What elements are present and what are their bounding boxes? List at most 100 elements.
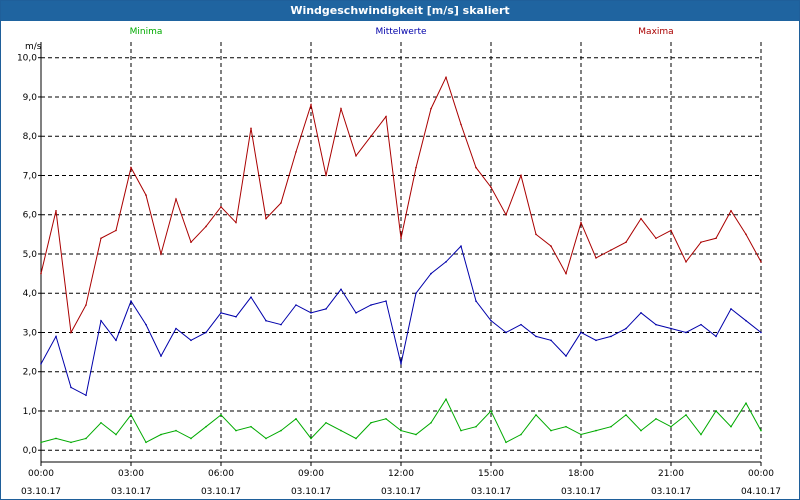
data-point-maxima bbox=[250, 127, 252, 130]
data-point-maxima bbox=[175, 198, 177, 200]
data-point-maxima bbox=[325, 174, 327, 177]
y-tick-label: 2,0 bbox=[23, 368, 38, 378]
data-point-mittelwerte bbox=[580, 331, 582, 334]
data-point-maxima bbox=[730, 209, 732, 212]
data-point-minima bbox=[160, 433, 162, 436]
data-point-minima bbox=[490, 410, 492, 412]
data-point-mittelwerte bbox=[625, 327, 627, 330]
data-point-maxima bbox=[640, 217, 642, 220]
data-point-mittelwerte bbox=[265, 319, 267, 322]
data-point-maxima bbox=[130, 166, 132, 169]
data-point-mittelwerte bbox=[400, 363, 402, 365]
data-point-minima bbox=[130, 414, 132, 416]
data-point-mittelwerte bbox=[130, 300, 132, 302]
data-point-minima bbox=[115, 433, 117, 436]
data-point-maxima bbox=[340, 107, 342, 110]
data-point-maxima bbox=[355, 155, 357, 157]
x-tick-time: 00:00 bbox=[748, 469, 774, 479]
data-point-minima bbox=[745, 402, 747, 404]
data-point-minima bbox=[190, 437, 192, 440]
data-point-mittelwerte bbox=[565, 355, 567, 357]
x-tick-date: 04.10.17 bbox=[741, 487, 781, 497]
data-point-minima bbox=[100, 421, 102, 424]
data-point-mittelwerte bbox=[385, 300, 387, 302]
data-point-maxima bbox=[535, 233, 537, 236]
data-point-maxima bbox=[550, 245, 552, 247]
data-point-maxima bbox=[40, 272, 42, 275]
data-point-mittelwerte bbox=[655, 323, 657, 326]
y-tick-label: 3,0 bbox=[23, 328, 38, 338]
legend-minima: Minima bbox=[130, 27, 163, 37]
legend-maxima: Maxima bbox=[638, 27, 673, 37]
data-point-maxima bbox=[205, 225, 207, 228]
data-point-minima bbox=[400, 429, 402, 432]
data-point-maxima bbox=[235, 221, 237, 224]
data-point-mittelwerte bbox=[520, 323, 522, 326]
data-point-minima bbox=[760, 429, 762, 432]
data-point-mittelwerte bbox=[160, 355, 162, 357]
data-point-minima bbox=[730, 425, 732, 428]
data-point-maxima bbox=[385, 115, 387, 118]
data-point-minima bbox=[70, 441, 72, 444]
data-point-minima bbox=[670, 425, 672, 428]
data-point-minima bbox=[55, 437, 57, 440]
data-point-maxima bbox=[220, 206, 222, 208]
data-point-mittelwerte bbox=[415, 292, 417, 295]
data-point-minima bbox=[475, 425, 477, 428]
data-point-mittelwerte bbox=[745, 319, 747, 322]
data-point-mittelwerte bbox=[190, 339, 192, 342]
data-point-mittelwerte bbox=[325, 308, 327, 310]
data-point-minima bbox=[640, 429, 642, 432]
x-tick-time: 12:00 bbox=[388, 469, 414, 479]
data-point-minima bbox=[520, 433, 522, 436]
data-point-mittelwerte bbox=[235, 315, 237, 318]
data-point-maxima bbox=[685, 261, 687, 263]
data-point-minima bbox=[235, 429, 237, 432]
data-point-maxima bbox=[85, 304, 87, 306]
data-point-mittelwerte bbox=[445, 261, 447, 263]
data-point-minima bbox=[355, 437, 357, 440]
data-point-minima bbox=[505, 441, 507, 444]
data-point-mittelwerte bbox=[205, 331, 207, 334]
data-point-maxima bbox=[580, 221, 582, 224]
data-point-maxima bbox=[655, 237, 657, 240]
data-point-minima bbox=[325, 421, 327, 424]
data-point-mittelwerte bbox=[640, 312, 642, 314]
data-point-maxima bbox=[520, 174, 522, 177]
data-point-maxima bbox=[460, 123, 462, 126]
chart-svg: m/s Minima Mittelwerte Maxima 0,0 1,0 2,0 3,0… bbox=[17, 27, 781, 497]
data-point-minima bbox=[550, 429, 552, 432]
data-point-mittelwerte bbox=[40, 363, 42, 365]
data-point-minima bbox=[415, 433, 417, 436]
data-point-minima bbox=[370, 421, 372, 424]
y-tick-label: 8,0 bbox=[23, 132, 38, 142]
data-point-minima bbox=[265, 437, 267, 440]
data-point-mittelwerte bbox=[340, 288, 342, 291]
data-point-maxima bbox=[700, 241, 702, 243]
data-point-maxima bbox=[280, 202, 282, 204]
data-point-minima bbox=[580, 433, 582, 436]
data-point-minima bbox=[280, 429, 282, 432]
data-point-maxima bbox=[505, 213, 507, 216]
data-point-minima bbox=[445, 398, 447, 400]
data-point-mittelwerte bbox=[490, 319, 492, 322]
data-point-maxima bbox=[310, 104, 312, 106]
data-point-mittelwerte bbox=[250, 296, 252, 298]
data-point-maxima bbox=[490, 186, 492, 189]
series-group bbox=[40, 75, 762, 444]
x-tick-date: 03.10.17 bbox=[561, 487, 601, 497]
data-point-maxima bbox=[115, 229, 117, 232]
data-point-maxima bbox=[370, 135, 372, 138]
data-point-mittelwerte bbox=[535, 335, 537, 338]
y-tick-label: 5,0 bbox=[23, 250, 38, 260]
data-point-mittelwerte bbox=[55, 335, 57, 338]
grid bbox=[40, 42, 762, 462]
data-point-mittelwerte bbox=[310, 312, 312, 314]
data-point-mittelwerte bbox=[100, 319, 102, 322]
x-tick-time: 21:00 bbox=[658, 469, 684, 479]
x-tick-date: 03.10.17 bbox=[21, 487, 61, 497]
legend: Minima Mittelwerte Maxima bbox=[130, 27, 674, 37]
data-point-mittelwerte bbox=[595, 339, 597, 342]
data-point-maxima bbox=[100, 237, 102, 240]
data-point-mittelwerte bbox=[70, 386, 72, 389]
